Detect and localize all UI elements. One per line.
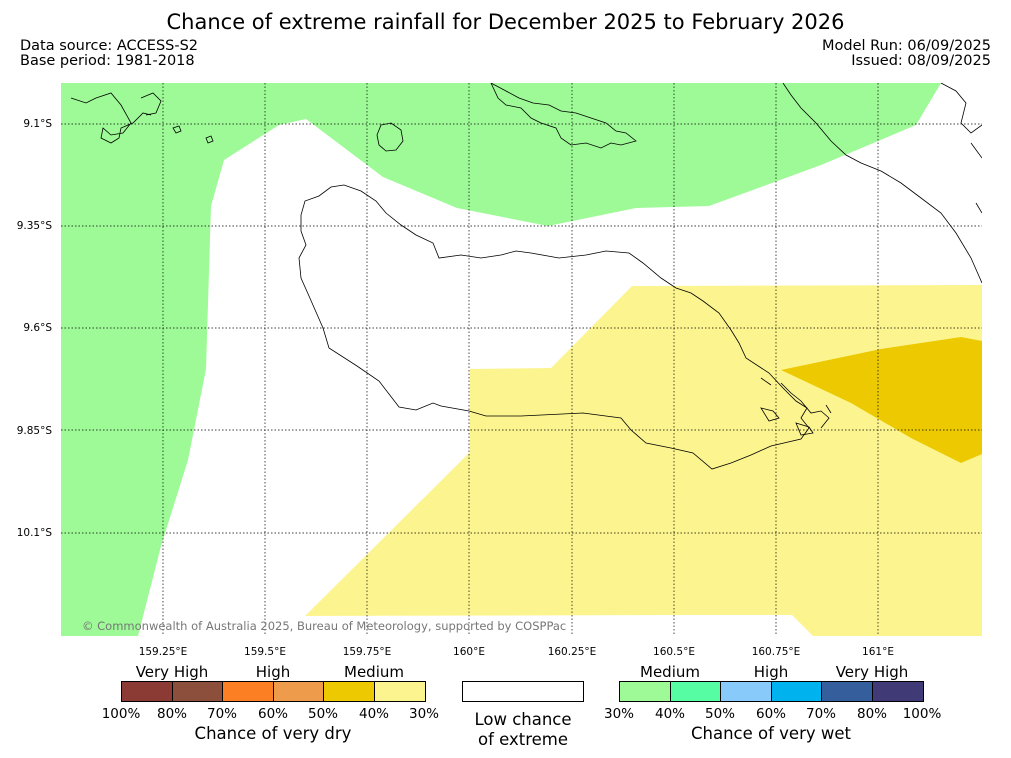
dry-category-high: High <box>255 663 291 681</box>
data-source: Data source: ACCESS-S2 <box>20 38 199 54</box>
dry-swatch <box>122 682 173 701</box>
dry-swatch <box>223 682 274 701</box>
dry-swatch <box>172 682 223 701</box>
coastlines <box>70 83 982 470</box>
malaita-coastline <box>782 83 982 284</box>
lon-label: 159.25°E <box>138 646 188 658</box>
small-islet-coastline <box>172 125 214 144</box>
copyright-notice: © Commonwealth of Australia 2025, Bureau… <box>82 619 567 633</box>
lon-label: 160.25°E <box>547 646 597 658</box>
lon-label: 160.5°E <box>653 646 695 658</box>
dry-swatch <box>324 682 375 701</box>
savo-island-coastline <box>376 122 404 152</box>
wet-color-scale <box>619 681 924 702</box>
lat-label: 10.1°S <box>16 527 52 539</box>
lon-label: 159.5°E <box>244 646 286 658</box>
low-chance-line-2: of extreme <box>477 730 569 749</box>
lat-label: 9.6°S <box>23 322 52 334</box>
dry-tick-label: 70% <box>206 706 237 722</box>
lat-label: 9.35°S <box>16 220 52 232</box>
wet-tick-label: 80% <box>856 706 887 722</box>
dry-swatch <box>273 682 324 701</box>
dry-category-very-high: Very High <box>135 663 209 681</box>
lat-label: 9.85°S <box>16 425 52 437</box>
wet-tick-label: 30% <box>603 706 634 722</box>
dry-category-medium: Medium <box>344 663 404 681</box>
dry-tick-label: 40% <box>358 706 389 722</box>
dry-tick-label: 50% <box>307 706 338 722</box>
dry-tick-label: 30% <box>408 706 439 722</box>
map-title: Chance of extreme rainfall for December … <box>166 10 845 34</box>
lat-label: 9.1°S <box>23 118 52 130</box>
wet-category-high: High <box>753 663 789 681</box>
dry-tick-label: 80% <box>156 706 187 722</box>
guadalcanal-coastline <box>298 184 810 470</box>
issued-date: Issued: 08/09/2025 <box>851 53 991 69</box>
wet-category-medium: Medium <box>640 663 700 681</box>
source-info: Data source: ACCESS-S2 Base period: 1981… <box>20 39 198 69</box>
marau-islets-coastline <box>760 377 832 429</box>
dry-color-scale <box>121 681 426 702</box>
dry-swatch <box>374 682 425 701</box>
run-info: Model Run: 06/09/2025 Issued: 08/09/2025 <box>822 39 991 69</box>
florida-islands-coastline <box>490 83 637 149</box>
wet-tick-label: 50% <box>704 706 735 722</box>
wet-swatch <box>822 682 873 701</box>
lon-label: 160°E <box>453 646 485 658</box>
rainfall-map <box>61 83 982 636</box>
dry-tick-label: 100% <box>101 706 141 722</box>
wet-tick-label: 60% <box>755 706 786 722</box>
low-chance-line-1: Low chance <box>474 710 572 729</box>
graticule <box>61 83 982 636</box>
wet-legend-title: Chance of very wet <box>691 724 851 743</box>
dry-higher-region <box>781 337 982 463</box>
wet-swatch <box>620 682 671 701</box>
wet-tick-label: 40% <box>654 706 685 722</box>
wet-swatch <box>721 682 772 701</box>
wet-tick-label: 100% <box>902 706 942 722</box>
wet-swatch <box>771 682 822 701</box>
low-chance-swatch <box>462 681 584 702</box>
low-chance-label: Low chance of extreme <box>452 710 594 750</box>
base-period: Base period: 1981-2018 <box>20 53 195 69</box>
dry-tick-label: 60% <box>257 706 288 722</box>
lon-label: 160.75°E <box>751 646 801 658</box>
wet-swatch <box>670 682 721 701</box>
wet-swatch <box>872 682 923 701</box>
lon-label: 161°E <box>862 646 894 658</box>
wet-category-very-high: Very High <box>835 663 909 681</box>
lon-label: 159.75°E <box>342 646 392 658</box>
dry-legend-title: Chance of very dry <box>194 724 352 743</box>
guadalcanal-east-islets <box>760 407 814 436</box>
wet-tick-label: 70% <box>805 706 836 722</box>
russell-islands-coastline <box>70 92 162 144</box>
model-run: Model Run: 06/09/2025 <box>821 38 991 54</box>
wet-medium-region <box>61 83 941 636</box>
